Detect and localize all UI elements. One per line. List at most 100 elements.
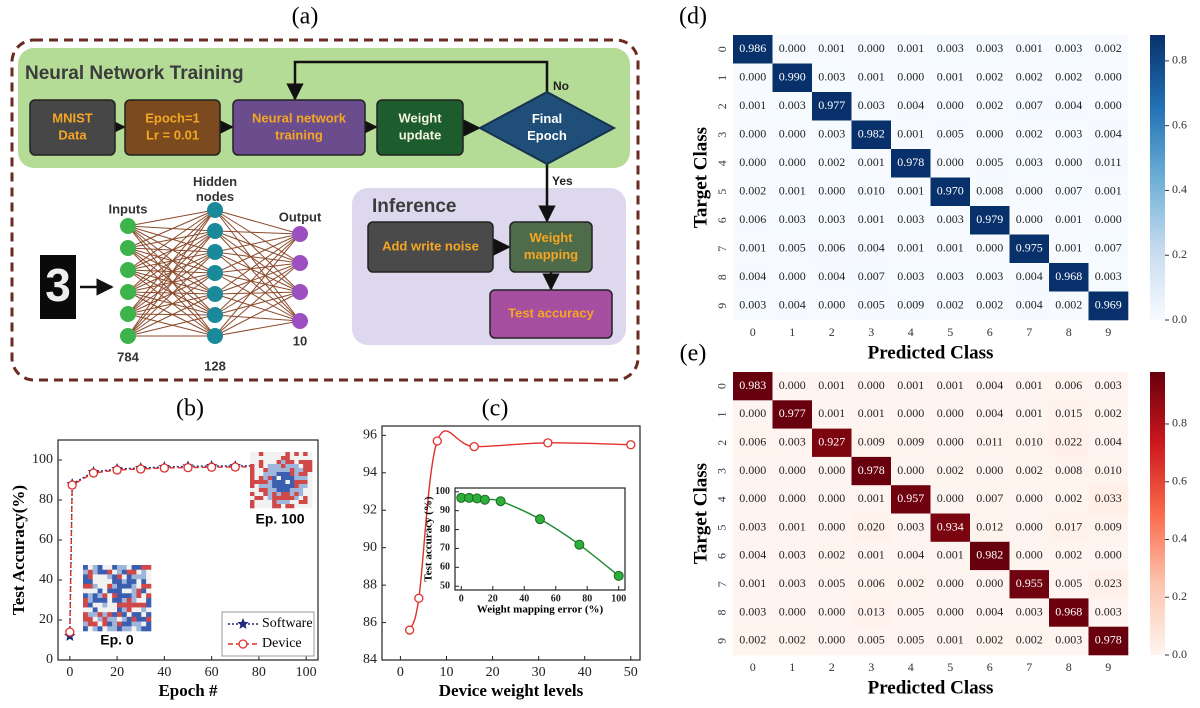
y-tick-label: 80 xyxy=(440,524,450,535)
weight-pixel xyxy=(250,488,255,493)
weight-pixel xyxy=(136,579,142,585)
neuron xyxy=(120,262,136,278)
neuron xyxy=(120,284,136,300)
weight-pixel xyxy=(285,460,291,465)
x-tick-label: 0 xyxy=(397,665,404,680)
weight-pixel xyxy=(285,476,291,481)
weight-pixel xyxy=(97,593,103,599)
cell-label: 0.001 xyxy=(818,378,845,392)
weight-pixel xyxy=(131,621,137,627)
heatmap-cell xyxy=(930,513,971,543)
weight-pixel xyxy=(83,602,89,608)
weight-pixel xyxy=(112,598,118,604)
weight-pixel xyxy=(289,488,295,493)
weight-pixel xyxy=(254,504,260,509)
weight-pixel xyxy=(307,460,313,465)
y-tick-label: 20 xyxy=(39,612,53,627)
neuron xyxy=(292,255,308,271)
layer-size: 784 xyxy=(117,349,139,364)
heatmap-cell xyxy=(1088,570,1129,599)
weight-pixel xyxy=(107,565,113,571)
cell-label: 0.003 xyxy=(1095,604,1122,618)
chart-title: (b) xyxy=(176,396,204,422)
y-tick-label: 40 xyxy=(39,572,53,587)
weight-pixel xyxy=(294,484,300,489)
weight-pixel xyxy=(126,612,132,618)
x-tick-label: 3 xyxy=(868,325,874,339)
cell-label: 0.007 xyxy=(1055,184,1082,198)
cell-label: 0.001 xyxy=(1016,41,1043,55)
heatmap-cell xyxy=(733,570,773,599)
heatmap-cell xyxy=(970,291,1010,321)
x-tick-label: 4 xyxy=(908,325,914,339)
heatmap-cell xyxy=(812,400,852,429)
heatmap-cell xyxy=(733,234,773,264)
marker xyxy=(88,468,99,478)
x-tick-label: 5 xyxy=(947,660,953,674)
marker xyxy=(495,496,506,507)
heatmap-cell xyxy=(733,598,773,627)
network-edge xyxy=(214,262,301,295)
heatmap-cell xyxy=(1049,598,1089,627)
weight-pixel xyxy=(131,565,137,571)
cell-label: 0.010 xyxy=(1095,463,1122,477)
cell-label: 0.020 xyxy=(858,519,885,533)
weight-pixel xyxy=(272,500,277,505)
network-edge xyxy=(214,251,301,322)
weight-pixel xyxy=(87,569,94,575)
heatmap-cell xyxy=(1009,570,1050,599)
weight-pixel xyxy=(272,504,277,509)
weight-pixel xyxy=(281,464,286,469)
weight-pixel xyxy=(263,460,269,465)
network-edge xyxy=(214,320,301,337)
neuron xyxy=(207,307,223,323)
weight-pixel xyxy=(102,621,108,627)
cell-label: 0.007 xyxy=(1095,241,1122,255)
weight-pixel xyxy=(126,602,132,608)
cell-label: 0.002 xyxy=(1055,491,1082,505)
weight-pixel xyxy=(303,496,308,501)
y-tick-label: 2 xyxy=(715,440,729,446)
cell-label: 0.000 xyxy=(779,491,806,505)
node-label: mapping xyxy=(524,247,578,262)
heatmap-cell xyxy=(812,92,852,121)
heatmap-cell xyxy=(812,291,852,321)
cell-label: 0.004 xyxy=(1016,269,1043,283)
node-label: Data xyxy=(58,127,87,142)
weight-pixel xyxy=(254,456,260,461)
marker xyxy=(543,438,553,448)
cell-label: 0.007 xyxy=(1016,98,1043,112)
weight-pixel xyxy=(276,456,282,461)
cell-label: 0.003 xyxy=(897,269,924,283)
cell-label: 0.001 xyxy=(897,378,924,392)
neuron xyxy=(207,328,223,344)
weight-pixel xyxy=(107,616,113,622)
weight-pixel xyxy=(258,504,264,509)
heatmap-cell xyxy=(1049,206,1089,235)
weight-pixel xyxy=(281,468,286,473)
neuron xyxy=(207,244,223,260)
weight-pixel xyxy=(107,607,113,613)
weight-pixel xyxy=(136,626,142,632)
weight-pixel xyxy=(250,476,255,481)
heatmap-cell xyxy=(733,177,773,207)
heatmap-cell xyxy=(1009,598,1050,627)
cell-label: 0.012 xyxy=(976,519,1003,533)
weight-pixel xyxy=(258,484,264,489)
x-tick-label: 0 xyxy=(459,593,464,604)
network-edge xyxy=(214,251,301,264)
cell-label: 0.005 xyxy=(897,604,924,618)
weight-pixel xyxy=(258,488,264,493)
network-edge xyxy=(214,230,301,322)
heatmap-cell xyxy=(1049,570,1089,599)
weight-pixel xyxy=(126,574,132,580)
cell-label: 0.000 xyxy=(976,241,1003,255)
weight-pixel xyxy=(117,612,123,618)
heatmap-cell xyxy=(851,35,892,64)
cell-label: 0.003 xyxy=(779,548,806,562)
cell-label: 0.004 xyxy=(976,604,1003,618)
marker xyxy=(535,514,545,525)
heatmap-cell xyxy=(930,35,971,64)
heatmap-cell xyxy=(1088,206,1129,235)
heatmap-cell xyxy=(812,35,852,64)
